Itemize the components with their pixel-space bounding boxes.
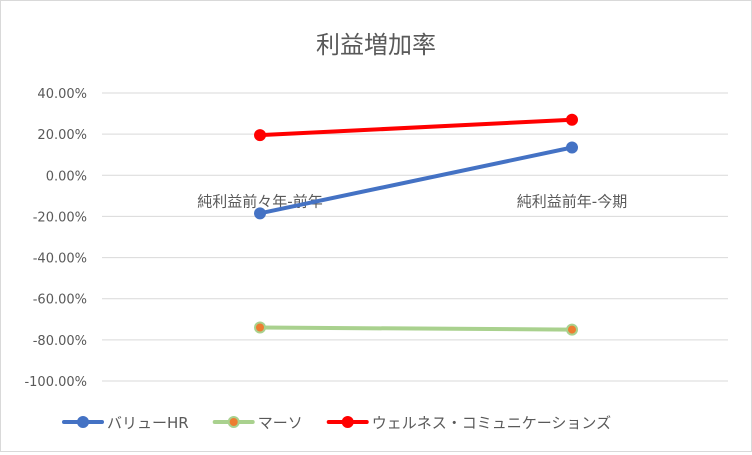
x-category-label: 純利益前年-今期 <box>517 192 627 210</box>
y-tick-label: -100.00% <box>24 375 87 390</box>
data-point <box>254 321 266 334</box>
legend-label: バリューHR <box>107 414 189 432</box>
y-tick-label: -60.00% <box>33 293 87 308</box>
gridlines <box>102 92 728 382</box>
y-tick-label: 40.00% <box>37 87 87 102</box>
series-group <box>254 141 578 220</box>
legend-label: マーソ <box>258 414 303 432</box>
data-point <box>566 113 578 126</box>
legend: バリューHR マーソ ウェルネス・コミュニケーションズ <box>62 414 611 432</box>
y-tick-label: 20.00% <box>37 128 87 143</box>
legend-marker <box>341 416 354 428</box>
y-tick-label: -80.00% <box>33 334 87 349</box>
y-axis-tick-labels: 40.00% 20.00% 0.00% -20.00% -40.00% -60.00% -8… <box>24 87 87 390</box>
x-axis-category-labels: 純利益前々年-前年 純利益前年-今期 <box>197 192 627 210</box>
data-point <box>566 141 578 154</box>
legend-item: マーソ <box>212 414 303 432</box>
series-line <box>258 325 574 332</box>
series-line <box>258 145 574 216</box>
series-group <box>254 113 578 142</box>
data-point <box>566 323 578 336</box>
chart-title: 利益増加率 <box>316 31 436 59</box>
data-point <box>254 129 266 142</box>
y-tick-label: -20.00% <box>33 210 87 225</box>
y-tick-label: 0.00% <box>46 169 87 184</box>
series-lines <box>254 113 578 336</box>
legend-item: ウェルネス・コミュニケーションズ <box>326 414 611 432</box>
data-point <box>254 207 266 220</box>
legend-marker <box>77 416 89 428</box>
legend-label: ウェルネス・コミュニケーションズ <box>372 414 611 432</box>
series-line <box>258 117 574 138</box>
legend-marker <box>227 416 240 428</box>
y-tick-label: -40.00% <box>33 252 87 267</box>
legend-item: バリューHR <box>62 414 189 432</box>
series-group <box>254 321 578 336</box>
